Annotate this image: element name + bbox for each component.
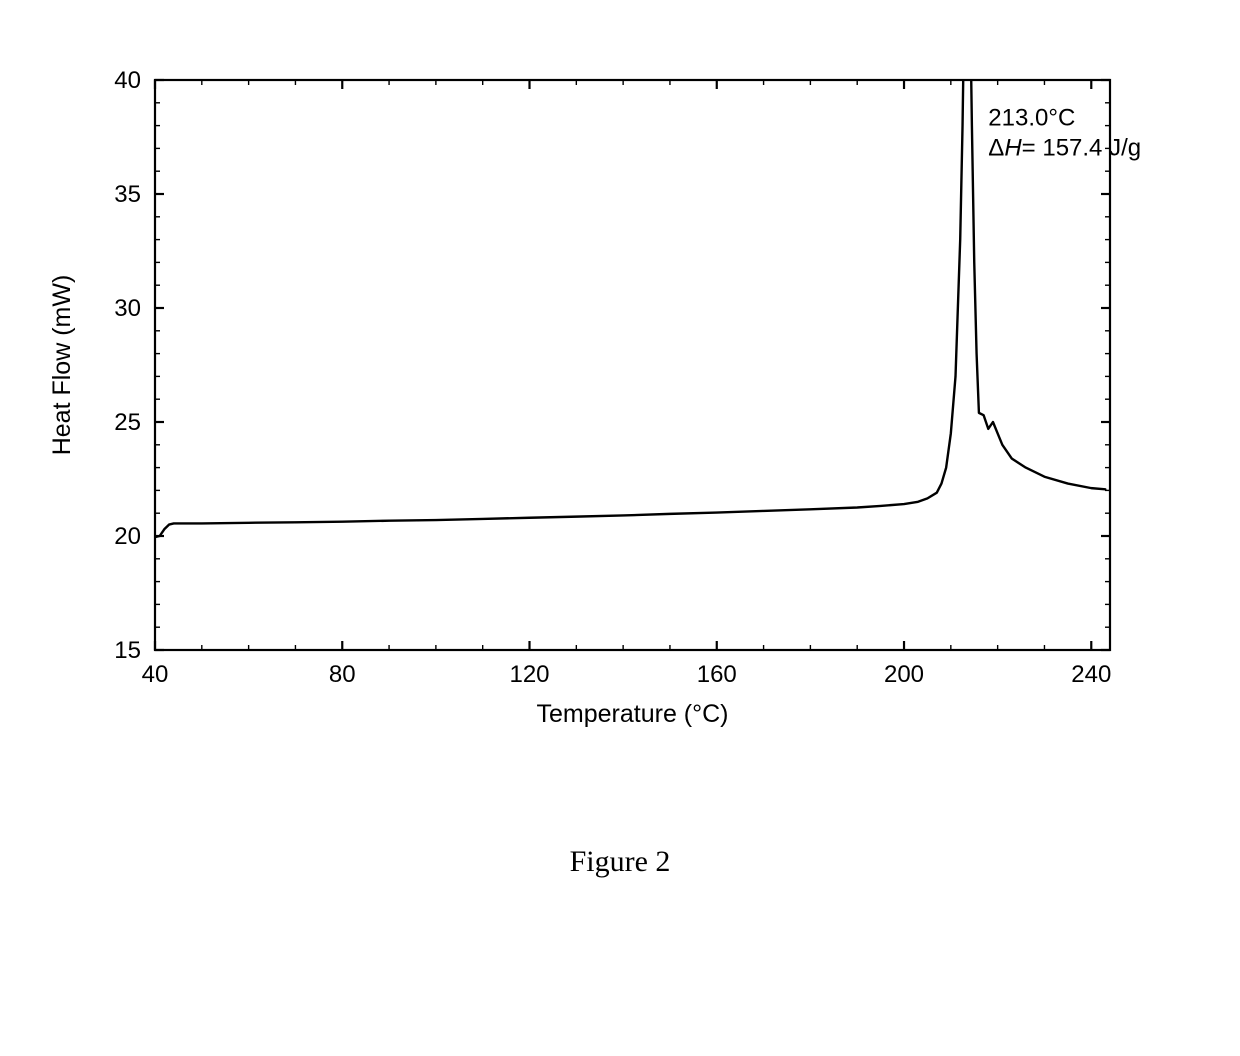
y-tick-label: 30 — [114, 295, 141, 322]
peak-annotation: ΔH= 157.4 J/g — [988, 135, 1141, 162]
y-tick-label: 20 — [114, 523, 141, 550]
figure-container: 40 80 120 160 200 240 15 20 25 30 35 40 Temperature … — [0, 0, 1240, 1056]
x-axis-label: Temperature (°C) — [537, 700, 729, 728]
x-tick-label: 120 — [509, 661, 549, 688]
y-tick-label: 15 — [114, 637, 141, 664]
x-tick-label: 40 — [142, 661, 169, 688]
y-tick-label: 35 — [114, 181, 141, 208]
x-tick-label: 160 — [697, 661, 737, 688]
y-tick-label: 25 — [114, 409, 141, 436]
y-axis-label: Heat Flow (mW) — [48, 275, 76, 456]
x-tick-label: 80 — [329, 661, 356, 688]
peak-annotation: 213.0°C — [988, 105, 1075, 132]
y-tick-label: 40 — [114, 67, 141, 94]
figure-caption: Figure 2 — [0, 845, 1240, 879]
x-tick-label: 240 — [1071, 661, 1111, 688]
dsc-chart: 40 80 120 160 200 240 15 20 25 30 35 40 Temperature … — [0, 0, 1240, 1056]
x-tick-label: 200 — [884, 661, 924, 688]
